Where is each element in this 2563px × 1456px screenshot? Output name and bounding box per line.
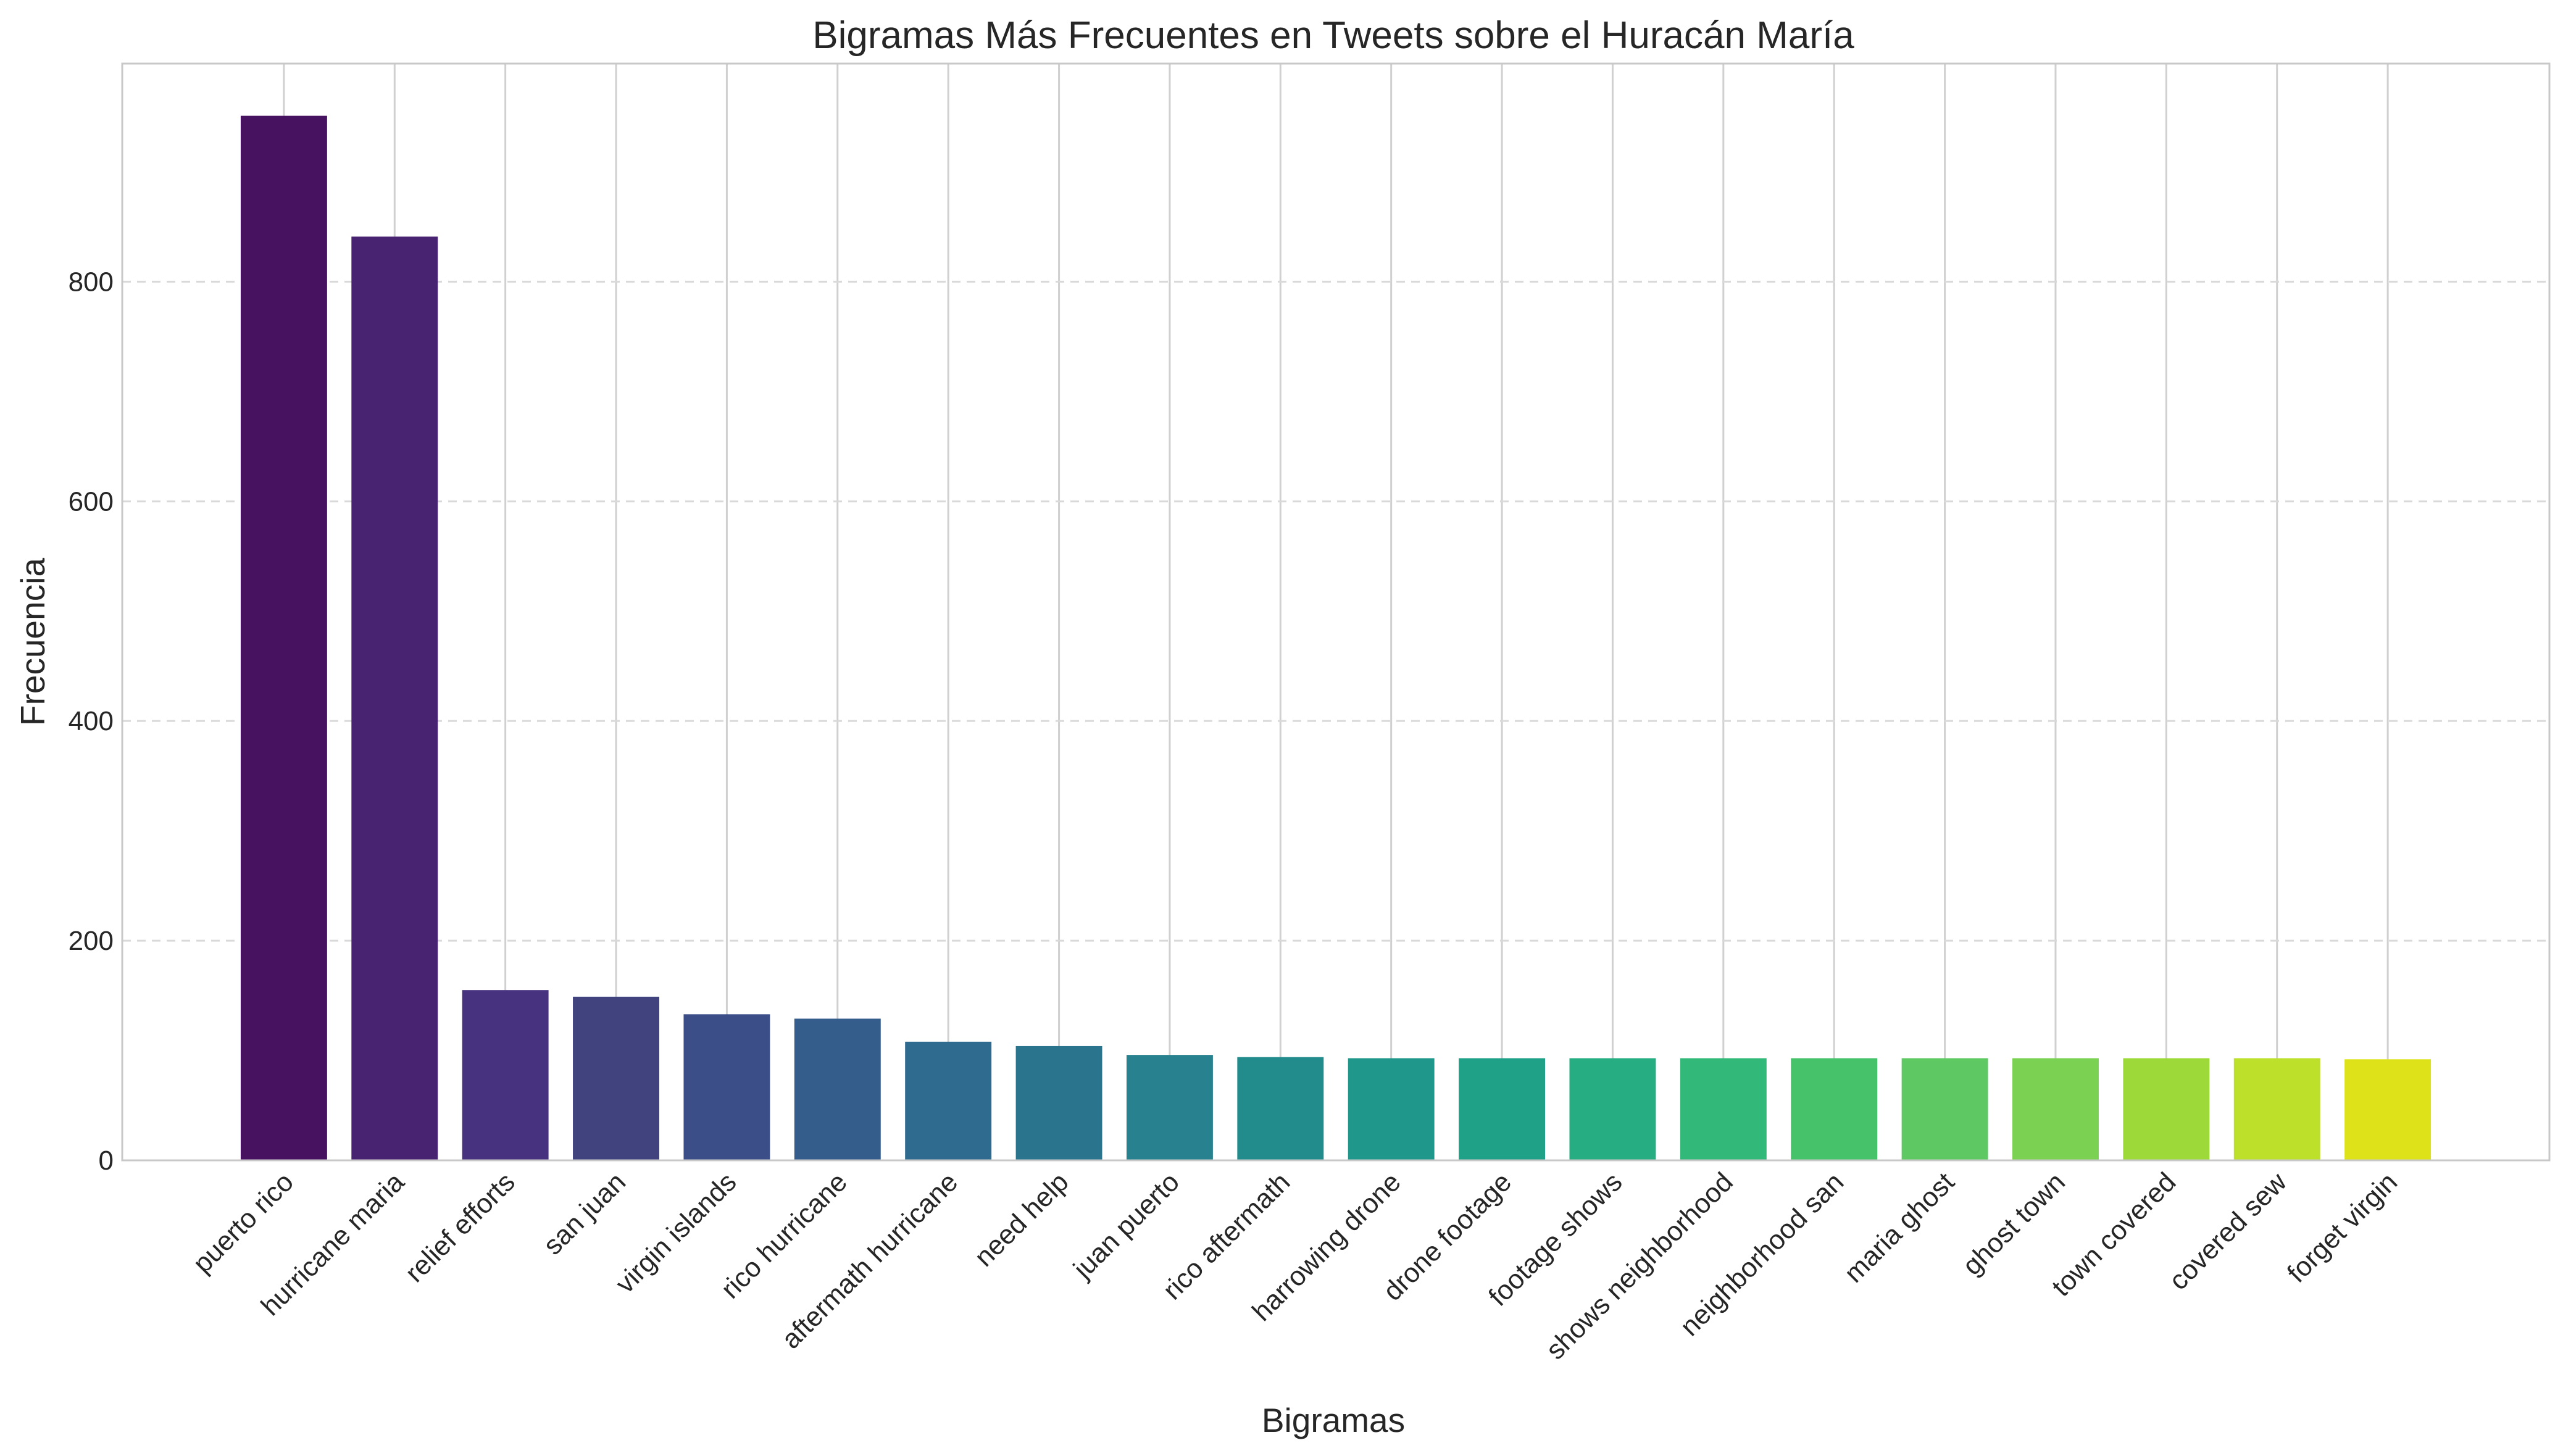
bar <box>1126 1055 1213 1160</box>
bar <box>905 1041 992 1160</box>
y-tick-label: 800 <box>69 267 114 297</box>
plot-frame <box>121 62 2551 1162</box>
y-tick-label: 400 <box>69 706 114 736</box>
bar <box>2344 1059 2432 1160</box>
bars <box>240 115 2432 1161</box>
bar <box>573 996 659 1160</box>
y-tick-label: 0 <box>99 1146 114 1176</box>
bar <box>1680 1058 1767 1160</box>
y-tick-label: 600 <box>69 486 114 517</box>
bar <box>2123 1058 2210 1160</box>
bar <box>351 236 438 1160</box>
x-axis-label: Bigramas <box>1262 1401 1405 1439</box>
bar <box>1569 1058 1656 1160</box>
bar <box>1015 1046 1102 1160</box>
bar <box>1459 1058 1546 1160</box>
bar <box>2012 1058 2099 1160</box>
bar <box>683 1014 770 1160</box>
bar <box>794 1018 881 1160</box>
bar <box>1791 1058 1878 1160</box>
y-axis-label: Frecuencia <box>14 558 52 726</box>
bar <box>1348 1058 1435 1160</box>
bar <box>2233 1058 2320 1160</box>
bar <box>240 115 327 1161</box>
y-axis-ticks: 0 200 400 600 800 <box>69 267 114 1176</box>
y-tick-label: 200 <box>69 926 114 956</box>
bar <box>1901 1058 1988 1160</box>
chart-title: Bigramas Más Frecuentes en Tweets sobre … <box>812 14 1854 57</box>
bar <box>462 990 549 1160</box>
bar <box>1237 1057 1324 1160</box>
grid <box>122 64 2549 1162</box>
